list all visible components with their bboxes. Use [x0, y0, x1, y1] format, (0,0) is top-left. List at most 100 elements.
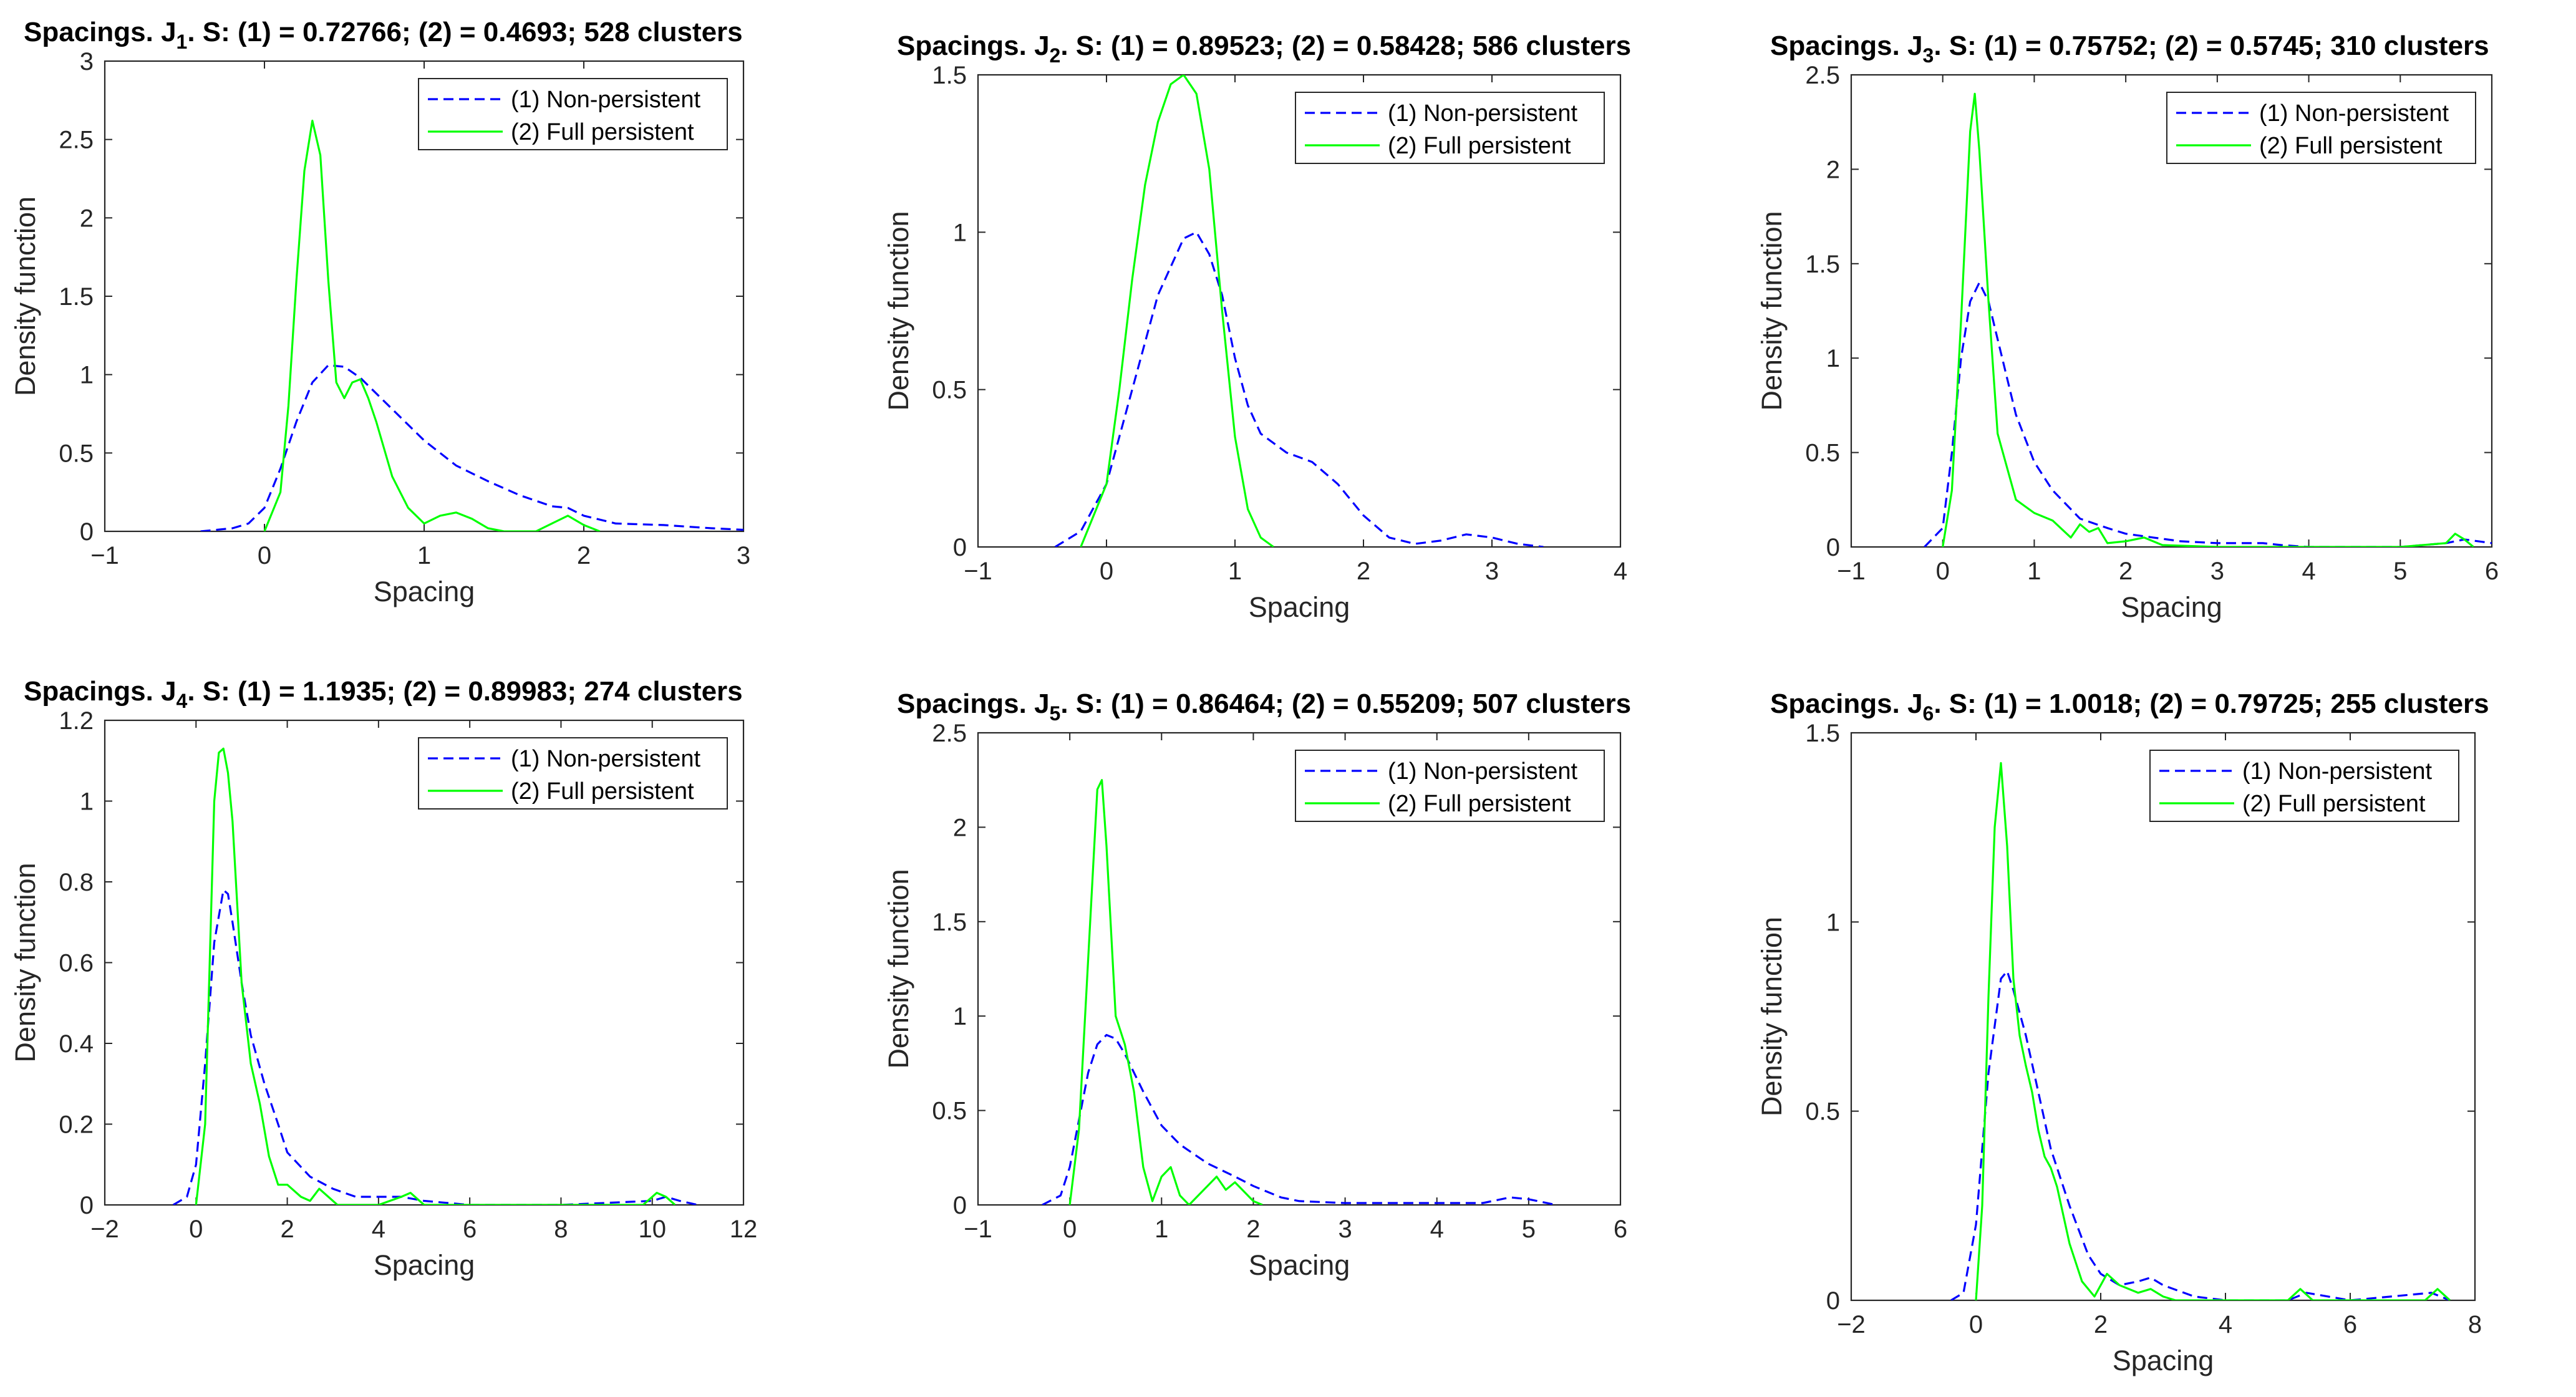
legend-item-full-persistent-label: (2) Full persistent [1388, 133, 1571, 159]
x-tick-label: 2 [1246, 1216, 1260, 1243]
y-tick-label: 0 [80, 1192, 94, 1219]
x-tick-label: 12 [730, 1216, 758, 1243]
x-tick-label: 10 [638, 1216, 666, 1243]
legend-item-full-persistent-label: (2) Full persistent [1388, 791, 1571, 817]
x-tick-label: −1 [964, 558, 992, 585]
y-tick-label: 1 [953, 1003, 967, 1030]
y-tick-label: 2 [953, 814, 967, 841]
y-axis-label: Density function [883, 211, 914, 410]
chart-title-prefix: Spacings. J [1770, 689, 1923, 719]
x-tick-label: 6 [2343, 1311, 2357, 1338]
x-axis-label: Spacing [2121, 591, 2222, 623]
x-tick-label: 3 [2210, 558, 2224, 585]
y-tick-label: 0.5 [1805, 440, 1840, 467]
y-tick-label: 0.6 [59, 950, 94, 977]
y-tick-label: 1 [1826, 909, 1840, 936]
x-tick-label: 6 [2485, 558, 2499, 585]
x-tick-label: 3 [1485, 558, 1499, 585]
x-axis-label: Spacing [2113, 1345, 2214, 1376]
y-tick-label: 0 [80, 518, 94, 546]
y-tick-label: 2 [80, 205, 94, 232]
x-tick-label: 1 [417, 542, 431, 569]
y-tick-label: 1 [1826, 345, 1840, 372]
y-tick-label: 1.5 [932, 909, 967, 936]
chart-panel-6: Spacings. J6. S: (1) = 1.0018; (2) = 0.7… [1756, 689, 2489, 1376]
x-tick-label: 1 [1228, 558, 1242, 585]
x-tick-label: 2 [577, 542, 591, 569]
x-tick-label: −1 [964, 1216, 992, 1243]
x-tick-label: −2 [1837, 1311, 1866, 1338]
chart-title-subscript: 1 [177, 31, 188, 53]
x-tick-label: 2 [2119, 558, 2133, 585]
legend-box [1295, 750, 1605, 822]
series-line-non-persistent [1924, 281, 2492, 547]
legend-box [1295, 92, 1605, 164]
y-tick-label: 0.5 [59, 440, 94, 467]
legend-item-non-persistent-label: (1) Non-persistent [511, 746, 701, 772]
legend-item-non-persistent-label: (1) Non-persistent [1388, 100, 1578, 127]
x-tick-label: 1 [2027, 558, 2041, 585]
y-axis-label: Density function [1756, 211, 1788, 410]
y-tick-label: 0 [1826, 1287, 1840, 1315]
y-tick-label: 0.4 [59, 1030, 94, 1058]
x-tick-label: 2 [1357, 558, 1370, 585]
legend-item-full-persistent-label: (2) Full persistent [511, 778, 694, 805]
x-tick-label: 2 [2094, 1311, 2108, 1338]
legend-box [418, 78, 728, 150]
x-tick-label: 8 [2468, 1311, 2482, 1338]
y-tick-label: 2.5 [1805, 62, 1840, 89]
chart-title: Spacings. J5. S: (1) = 0.86464; (2) = 0.… [897, 689, 1631, 725]
chart-panel-5: Spacings. J5. S: (1) = 0.86464; (2) = 0.… [883, 689, 1631, 1281]
x-tick-label: 2 [280, 1216, 294, 1243]
chart-title-subscript: 5 [1050, 702, 1061, 725]
x-tick-label: 3 [737, 542, 750, 569]
series-line-full-persistent [1068, 779, 1263, 1205]
chart-panel-1: Spacings. J1. S: (1) = 0.72766; (2) = 0.… [9, 17, 750, 607]
x-tick-label: 4 [1430, 1216, 1444, 1243]
y-axis-label: Density function [9, 196, 41, 396]
chart-panel-2: Spacings. J2. S: (1) = 0.89523; (2) = 0.… [883, 31, 1631, 623]
y-tick-label: 1.5 [1805, 251, 1840, 278]
y-tick-label: 0 [953, 1192, 967, 1219]
chart-title: Spacings. J4. S: (1) = 1.1935; (2) = 0.8… [24, 676, 743, 712]
chart-title-subscript: 3 [1923, 44, 1934, 67]
x-tick-label: 5 [2393, 558, 2407, 585]
y-tick-label: 1.5 [932, 62, 967, 89]
series-line-full-persistent [263, 119, 601, 531]
x-tick-label: 8 [554, 1216, 568, 1243]
x-tick-label: −2 [90, 1216, 119, 1243]
y-tick-label: 2.5 [59, 127, 94, 154]
legend-item-non-persistent-label: (1) Non-persistent [2242, 758, 2433, 785]
series-line-non-persistent [1054, 231, 1544, 547]
chart-title-suffix: . S: (1) = 0.86464; (2) = 0.55209; 507 c… [1060, 689, 1631, 719]
y-tick-label: 1 [953, 219, 967, 246]
chart-title: Spacings. J2. S: (1) = 0.89523; (2) = 0.… [897, 31, 1631, 67]
chart-title: Spacings. J6. S: (1) = 1.0018; (2) = 0.7… [1770, 689, 2489, 725]
chart-title: Spacings. J3. S: (1) = 0.75752; (2) = 0.… [1770, 31, 2489, 67]
y-tick-label: 1 [80, 362, 94, 389]
y-tick-label: 3 [80, 48, 94, 75]
legend-box [2166, 92, 2476, 164]
x-tick-label: 6 [1614, 1216, 1627, 1243]
x-tick-label: 3 [1338, 1216, 1352, 1243]
y-axis-label: Density function [9, 863, 41, 1062]
y-axis-label: Density function [1756, 917, 1788, 1116]
legend-item-non-persistent-label: (1) Non-persistent [2259, 100, 2449, 127]
x-axis-label: Spacing [1249, 1249, 1350, 1281]
y-tick-label: 1 [80, 788, 94, 816]
chart-title-prefix: Spacings. J [1770, 31, 1923, 61]
series-line-non-persistent [1950, 970, 2451, 1300]
series-line-non-persistent [172, 889, 699, 1205]
x-axis-label: Spacing [374, 576, 475, 607]
x-tick-label: 4 [372, 1216, 385, 1243]
series-line-full-persistent [1942, 92, 2474, 547]
y-tick-label: 0.5 [932, 1098, 967, 1125]
x-tick-label: 6 [463, 1216, 477, 1243]
y-tick-label: 0 [1826, 534, 1840, 561]
series-line-full-persistent [1080, 75, 1274, 547]
x-tick-label: 0 [189, 1216, 203, 1243]
chart-title-suffix: . S: (1) = 0.72766; (2) = 0.4693; 528 cl… [187, 17, 742, 47]
y-tick-label: 1.5 [59, 283, 94, 311]
x-tick-label: 4 [2219, 1311, 2232, 1338]
chart-title-subscript: 4 [177, 690, 188, 712]
